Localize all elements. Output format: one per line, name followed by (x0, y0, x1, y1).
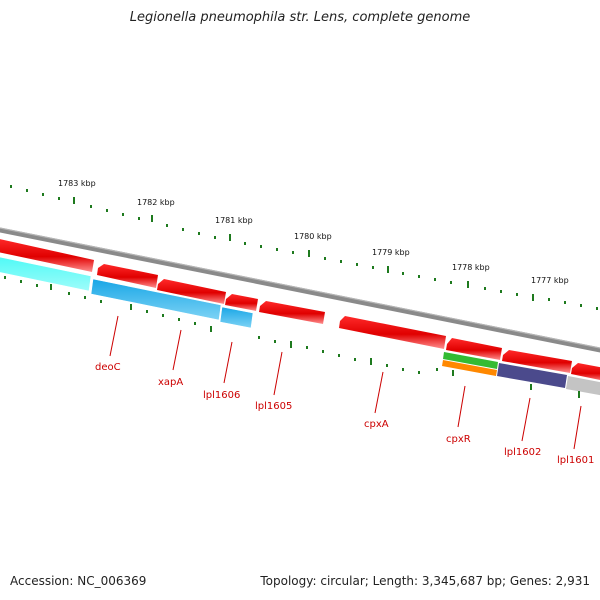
gene-label-lpl1605: lpl1605 (255, 401, 292, 412)
feature-blue[interactable] (219, 306, 254, 329)
ruler-label: 1778 kbp (452, 263, 490, 272)
gene-label-xapA: xapA (158, 377, 183, 388)
feature-gray[interactable] (566, 376, 600, 397)
cds-track-reverse (0, 238, 600, 382)
ruler-major-ticks (73, 197, 534, 301)
outer-ruler: 1783 kbp 1782 kbp 1781 kbp 1780 kbp 1779… (10, 179, 598, 310)
cds-feature[interactable] (157, 279, 226, 304)
gene-leader-lines (109, 315, 582, 450)
accession-text: Accession: NC_006369 (10, 574, 147, 588)
feature-orange[interactable] (442, 360, 497, 376)
ruler-label: 1779 kbp (372, 248, 410, 257)
feature-track-colored (0, 256, 600, 397)
ruler-label: 1782 kbp (137, 198, 175, 207)
cds-feature[interactable] (339, 316, 446, 349)
feature-cyan[interactable] (0, 256, 92, 292)
feature-blue[interactable] (90, 278, 222, 321)
inner-ruler (4, 276, 580, 398)
gene-label-lpl1606: lpl1606 (203, 390, 240, 401)
ruler-label: 1783 kbp (58, 179, 96, 188)
map-title: Legionella pneumophila str. Lens, comple… (129, 10, 471, 25)
cds-feature[interactable] (259, 301, 325, 324)
cds-feature[interactable] (225, 294, 258, 311)
gene-label-lpl1601: lpl1601 (557, 455, 594, 466)
feature-purple[interactable] (497, 363, 567, 388)
feature-green[interactable] (443, 352, 498, 369)
ruler-label: 1777 kbp (531, 276, 569, 285)
gene-label-cpxA: cpxA (364, 419, 389, 430)
cds-feature[interactable] (571, 363, 600, 382)
cds-feature[interactable] (502, 350, 572, 373)
cds-feature[interactable] (446, 338, 502, 360)
gene-label-deoC: deoC (95, 362, 121, 373)
ruler-label: 1781 kbp (215, 216, 253, 225)
ruler-label: 1780 kbp (294, 232, 332, 241)
gene-label-lpl1602: lpl1602 (504, 447, 541, 458)
genome-summary-text: Topology: circular; Length: 3,345,687 bp… (260, 574, 590, 588)
cds-feature[interactable] (0, 238, 94, 272)
genome-backbone (0, 227, 600, 353)
cds-feature[interactable] (97, 264, 158, 288)
ruler-minor-ticks (10, 185, 598, 310)
gene-label-cpxR: cpxR (446, 434, 471, 445)
